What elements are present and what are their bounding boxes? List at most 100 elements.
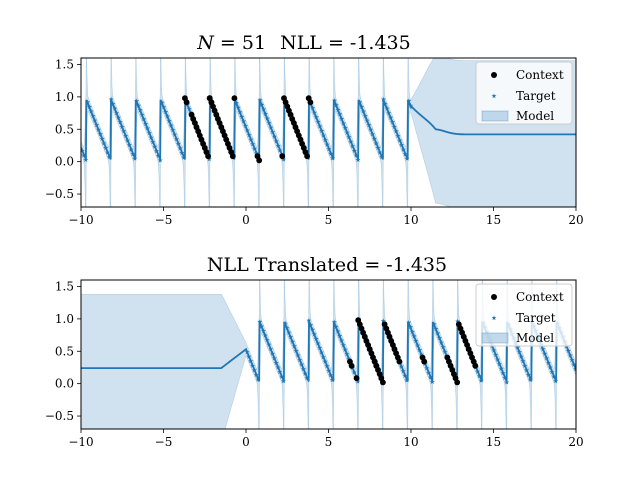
legend-model-swatch xyxy=(481,332,509,344)
target-point xyxy=(306,318,312,323)
context-point xyxy=(229,153,236,160)
target-point xyxy=(114,110,120,116)
target-point xyxy=(273,360,279,365)
target-point xyxy=(341,120,346,126)
target-point xyxy=(244,127,250,133)
target-point xyxy=(139,112,145,117)
target-point xyxy=(565,348,571,353)
target-point xyxy=(277,147,283,153)
target-point xyxy=(404,156,410,161)
target-point xyxy=(94,122,100,128)
target-point xyxy=(275,364,281,370)
context-point xyxy=(183,99,190,106)
target-point xyxy=(281,156,287,162)
target-point xyxy=(348,139,354,144)
target-point xyxy=(431,321,437,327)
target-point xyxy=(277,369,283,375)
target-point xyxy=(317,123,323,129)
target-point xyxy=(495,357,501,362)
target-point xyxy=(123,133,129,138)
target-point xyxy=(288,334,294,340)
target-point xyxy=(259,323,265,329)
target-point xyxy=(137,107,143,113)
target-point xyxy=(88,108,94,114)
target-point xyxy=(355,157,361,162)
chart-title-top: N = 51 NLL = -1.435 xyxy=(196,32,410,54)
target-point xyxy=(150,139,156,145)
target-point xyxy=(322,359,328,364)
target-point xyxy=(312,110,317,115)
context-point xyxy=(348,362,355,369)
y-tick-label: 1.0 xyxy=(55,90,74,104)
target-point xyxy=(284,325,290,331)
target-point xyxy=(92,118,98,123)
target-point xyxy=(524,367,530,373)
target-point xyxy=(97,131,103,137)
target-point xyxy=(370,131,375,137)
target-point xyxy=(161,104,167,110)
target-point xyxy=(344,351,350,357)
target-point xyxy=(174,136,179,142)
context-point xyxy=(472,362,479,369)
target-point xyxy=(117,119,123,125)
target-point xyxy=(328,372,334,378)
target-point xyxy=(112,105,118,111)
target-point xyxy=(128,147,134,152)
target-point xyxy=(300,366,306,372)
target-point xyxy=(475,369,481,374)
target-point xyxy=(375,145,381,150)
target-point xyxy=(85,99,91,105)
target-point xyxy=(344,130,350,135)
target-point xyxy=(141,116,147,122)
plot-bottom-marks xyxy=(81,280,576,429)
target-point xyxy=(428,374,433,380)
target-point xyxy=(125,137,130,143)
target-point xyxy=(279,374,285,379)
target-point xyxy=(395,133,401,138)
target-point xyxy=(270,129,276,135)
target-point xyxy=(340,342,346,348)
target-point xyxy=(243,123,248,128)
target-point xyxy=(330,377,335,382)
target-point xyxy=(381,96,386,102)
target-point xyxy=(96,127,101,132)
target-point xyxy=(544,355,550,361)
target-point xyxy=(442,349,448,354)
context-point xyxy=(380,379,386,386)
target-point xyxy=(246,132,252,138)
target-point xyxy=(415,342,421,348)
target-point xyxy=(270,351,275,356)
target-point xyxy=(163,109,169,114)
target-point xyxy=(317,345,323,350)
target-point xyxy=(281,378,286,384)
target-point xyxy=(275,143,281,148)
target-point xyxy=(493,352,499,358)
y-tick-label: 1.5 xyxy=(55,57,74,71)
target-point xyxy=(573,366,576,372)
y-tick-label: 0.0 xyxy=(55,155,74,169)
x-tick-label: 20 xyxy=(568,435,583,449)
target-point xyxy=(146,130,152,136)
target-point xyxy=(273,138,279,144)
target-point xyxy=(497,361,502,367)
target-point xyxy=(324,363,330,369)
chart-title-bottom: NLL Translated = -1.435 xyxy=(207,254,447,276)
target-point xyxy=(400,147,406,152)
target-point xyxy=(411,333,417,339)
target-point xyxy=(168,122,174,128)
target-point xyxy=(261,106,267,112)
target-point xyxy=(313,114,319,120)
target-point xyxy=(386,110,392,116)
target-point xyxy=(319,128,325,133)
target-point xyxy=(418,352,424,357)
y-tick-label: 0.0 xyxy=(55,377,74,391)
target-point xyxy=(399,142,405,148)
context-point xyxy=(256,157,263,164)
target-point xyxy=(502,375,508,380)
target-point xyxy=(382,101,388,107)
target-point xyxy=(361,108,366,114)
target-point xyxy=(408,103,414,108)
legend-target-marker xyxy=(491,93,497,99)
context-point xyxy=(205,153,212,160)
target-point xyxy=(351,148,357,153)
